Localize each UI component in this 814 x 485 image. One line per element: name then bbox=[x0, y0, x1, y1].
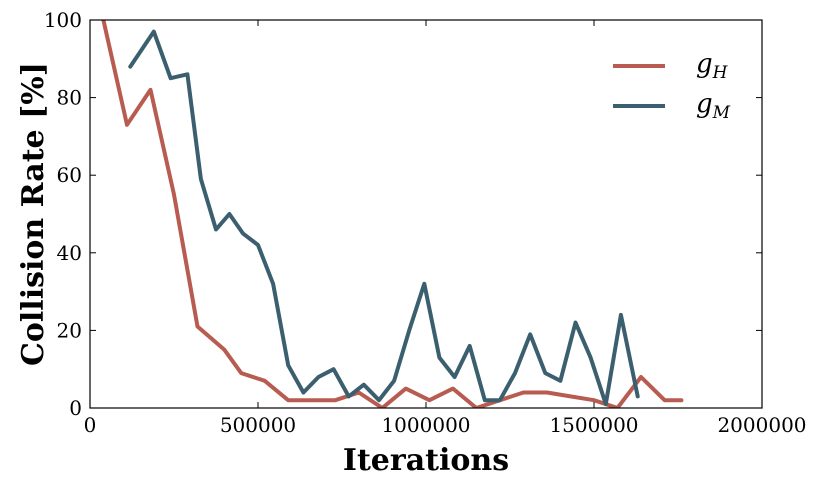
series-layer bbox=[101, 20, 684, 408]
legend-label-g-H: gH bbox=[696, 49, 729, 83]
x-tick-label: 500000 bbox=[220, 413, 296, 437]
legend-label-g-M: gM bbox=[696, 89, 731, 123]
y-tick-label: 0 bbox=[69, 396, 82, 420]
y-tick-label: 40 bbox=[57, 241, 82, 265]
x-tick-label: 0 bbox=[84, 413, 97, 437]
legend-label-subscript: M bbox=[712, 103, 731, 123]
plot-frame bbox=[89, 19, 763, 409]
x-tick-label: 1500000 bbox=[549, 413, 638, 437]
x-axis-title: Iterations bbox=[343, 443, 509, 478]
y-axis-title: Collision Rate [%] bbox=[16, 62, 51, 366]
x-tick-label: 1000000 bbox=[381, 413, 470, 437]
legend-label-subscript: H bbox=[712, 63, 729, 83]
y-tick-label: 80 bbox=[57, 86, 82, 110]
legend-label-main: g bbox=[696, 49, 713, 79]
legend-label-main: g bbox=[696, 89, 713, 119]
y-tick-label: 100 bbox=[44, 8, 82, 32]
y-tick-label: 60 bbox=[57, 163, 82, 187]
series-line-g-M bbox=[128, 29, 640, 407]
x-tick-label: 2000000 bbox=[717, 413, 806, 437]
y-tick-label: 20 bbox=[57, 318, 82, 342]
ticks-layer: 0 500000 1000000 1500000 2000000 0 20 40 60 80 100 bbox=[44, 8, 807, 437]
series-line-g-H bbox=[101, 20, 684, 408]
